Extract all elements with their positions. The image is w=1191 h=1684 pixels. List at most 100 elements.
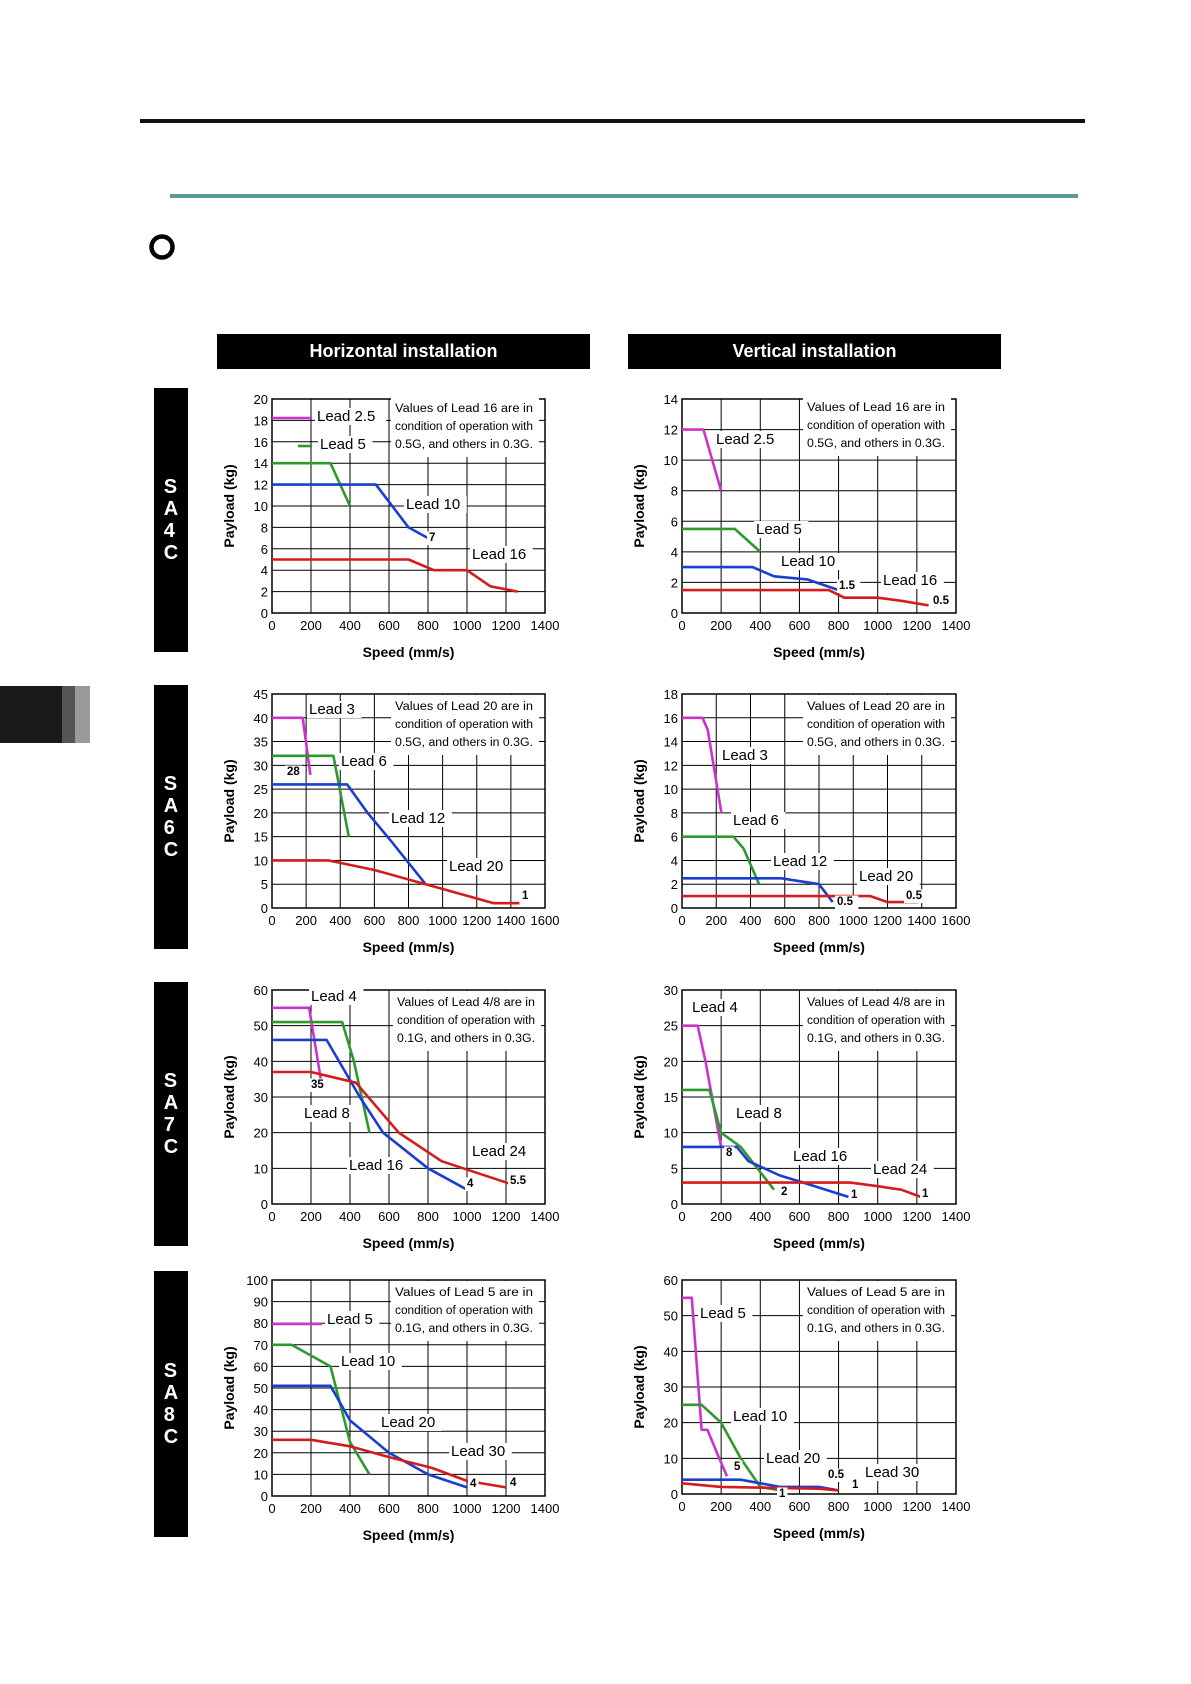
x-axis-label: Speed (mm/s) (773, 1525, 865, 1541)
x-tick-label: 1000 (453, 1209, 482, 1224)
y-tick-label: 50 (254, 1019, 268, 1034)
label-bg (754, 521, 809, 538)
value-label: 2 (781, 1186, 787, 1198)
series-label: Lead 24 (873, 1161, 927, 1178)
label-bg (764, 1450, 827, 1467)
label-bg (779, 553, 842, 570)
model-letter: C (163, 1426, 179, 1448)
label-bg (508, 1174, 532, 1188)
label-bg (771, 853, 834, 870)
series-line-lead-5 (682, 527, 762, 553)
x-tick-label: 0 (268, 618, 275, 633)
value-label: 35 (311, 1079, 324, 1091)
x-tick-label: 1200 (492, 618, 521, 633)
x-tick-label: 1000 (839, 913, 868, 928)
value-label: 8 (726, 1147, 733, 1159)
value-label: 0.5 (906, 890, 923, 902)
x-tick-label: 1000 (453, 1501, 482, 1516)
value-label: 1.5 (839, 580, 856, 592)
note-text: condition of operation with (807, 719, 945, 731)
x-tick-label: 1200 (462, 913, 491, 928)
horizontal-installation-header: Horizontal installation (217, 334, 590, 369)
note-box (391, 397, 539, 457)
x-tick-label: 1000 (428, 913, 457, 928)
y-tick-label: 20 (254, 1126, 268, 1141)
y-tick-label: 5 (671, 1161, 678, 1176)
series-line-lead-10 (272, 483, 429, 540)
y-tick-label: 60 (254, 983, 268, 998)
value-label: 4 (510, 1477, 517, 1489)
y-tick-label: 12 (664, 758, 678, 773)
y-tick-label: 60 (664, 1273, 678, 1288)
series-label: Lead 30 (865, 1464, 919, 1481)
series-label: Lead 8 (736, 1105, 782, 1122)
x-tick-label: 1000 (863, 1209, 892, 1224)
label-bg (777, 1487, 788, 1501)
y-tick-label: 20 (664, 1416, 678, 1431)
x-tick-label: 800 (417, 1501, 439, 1516)
label-bg (714, 431, 786, 448)
y-tick-label: 10 (664, 1451, 678, 1466)
series-label: Lead 16 (349, 1157, 403, 1174)
y-tick-label: 40 (664, 1344, 678, 1359)
series-line-lead-24 (272, 1070, 513, 1186)
series-line-lead-10 (272, 1343, 371, 1476)
label-bg (779, 1185, 790, 1199)
y-tick-label: 0 (671, 1487, 678, 1502)
note-text: 0.1G, and others in 0.3G. (397, 1033, 535, 1045)
label-bg (920, 1187, 931, 1201)
note-text: 0.5G, and others in 0.3G. (807, 737, 945, 749)
model-letter: 7 (163, 1114, 175, 1136)
series-label: Lead 10 (733, 1408, 787, 1425)
y-tick-label: 12 (664, 423, 678, 438)
x-tick-label: 1000 (863, 618, 892, 633)
x-axis-label: Speed (mm/s) (773, 1235, 865, 1251)
y-axis-label: Payload (kg) (221, 1346, 237, 1429)
model-letter: 4 (163, 520, 175, 542)
y-tick-label: 80 (254, 1316, 268, 1331)
x-tick-label: 400 (339, 1209, 361, 1224)
x-tick-label: 600 (378, 1501, 400, 1516)
label-bg (826, 1468, 850, 1482)
y-axis-label: Payload (kg) (631, 1055, 647, 1138)
x-tick-label: 1400 (907, 913, 936, 928)
y-axis-label: Payload (kg) (631, 464, 647, 547)
series-line-lead-3 (682, 716, 723, 814)
chapter-tab (0, 686, 90, 743)
x-tick-label: 200 (300, 618, 322, 633)
label-bg (449, 1443, 512, 1460)
label-bg (931, 594, 955, 608)
y-tick-label: 2 (671, 877, 678, 892)
series-label: Lead 6 (341, 753, 387, 770)
label-bg (470, 546, 533, 563)
x-tick-label: 800 (828, 618, 850, 633)
chart-sa4c-v: Values of Lead 16 are in condition of ope… (631, 392, 970, 660)
y-tick-label: 4 (671, 545, 678, 560)
x-tick-label: 1000 (453, 618, 482, 633)
plot-frame (271, 989, 546, 1205)
series-line-lead-30 (272, 1438, 507, 1489)
x-tick-label: 1400 (942, 618, 971, 633)
label-bg (309, 1078, 326, 1092)
y-tick-label: 30 (664, 1380, 678, 1395)
label-bg (732, 1460, 743, 1474)
label-bg (325, 1311, 380, 1328)
x-axis-label: Speed (mm/s) (363, 1527, 455, 1543)
series-label: Lead 3 (309, 701, 355, 718)
y-tick-label: 45 (254, 687, 268, 702)
x-tick-label: 800 (828, 1499, 850, 1514)
y-tick-label: 4 (261, 563, 268, 578)
x-tick-label: 800 (417, 618, 439, 633)
y-tick-label: 8 (261, 520, 268, 535)
series-label: Lead 5 (327, 1311, 373, 1328)
series-label: Lead 10 (781, 553, 835, 570)
label-bg (309, 988, 364, 1005)
chart-sa7c-v: Values of Lead 4/8 are in condition of op… (631, 983, 970, 1251)
y-tick-label: 35 (254, 735, 268, 750)
y-axis-label: Payload (kg) (221, 1055, 237, 1138)
y-tick-label: 8 (671, 484, 678, 499)
